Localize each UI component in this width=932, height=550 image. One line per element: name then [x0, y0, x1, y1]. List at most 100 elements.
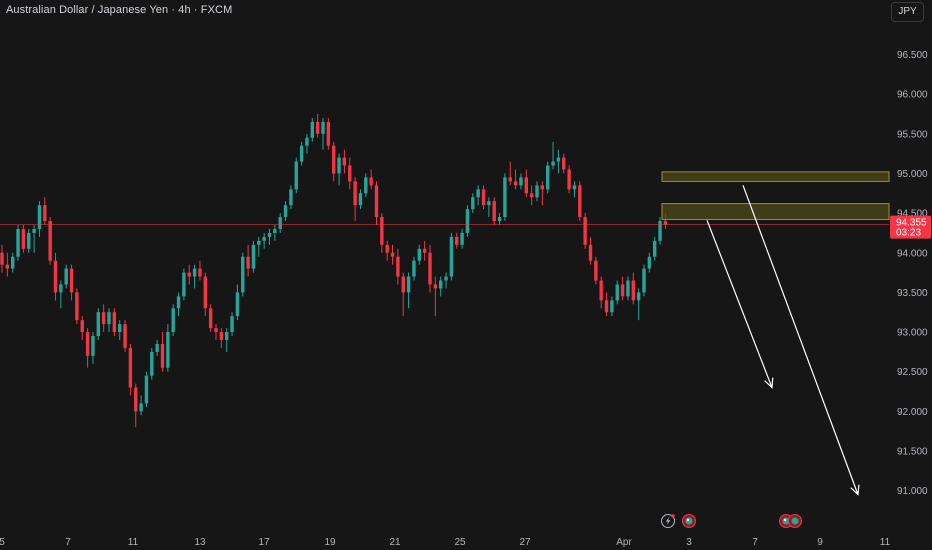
candle-body	[337, 157, 341, 174]
candle-body	[348, 165, 352, 182]
candle-body	[497, 217, 502, 222]
candle-body	[524, 177, 528, 194]
candle-body	[80, 320, 84, 333]
candle-body	[160, 343, 165, 368]
candle-body	[123, 324, 127, 348]
time-axis-label: 25	[454, 537, 466, 548]
candle-body	[487, 201, 491, 206]
time-axis-label: 19	[324, 537, 336, 548]
candle-body	[401, 276, 405, 293]
candle-body	[283, 205, 288, 218]
candle-body	[353, 181, 357, 206]
candle-body	[519, 177, 523, 186]
candle-body	[53, 260, 58, 293]
candle-body	[455, 236, 459, 245]
price-axis-label: 94.000	[897, 248, 928, 259]
candle-body	[406, 276, 411, 293]
time-axis-label: 11	[880, 537, 891, 548]
candle-body	[278, 217, 282, 229]
time-axis-label: 13	[194, 537, 206, 548]
candle-body	[96, 312, 100, 337]
candle-body	[144, 375, 149, 404]
supply-zone[interactable]	[661, 203, 890, 220]
price-axis-label: 96.000	[897, 90, 928, 101]
candle-body	[449, 236, 454, 277]
candle-body	[289, 189, 293, 206]
chart-title: Australian Dollar / Japanese Yen · 4h · …	[6, 4, 233, 16]
candle-body	[305, 137, 309, 146]
candle-body	[246, 256, 250, 269]
supply-zone[interactable]	[661, 171, 890, 182]
candle-body	[134, 387, 138, 412]
candle-body	[208, 308, 213, 329]
time-axis-label: 9	[817, 537, 823, 548]
candle-body	[107, 312, 111, 325]
candle-body	[620, 284, 625, 297]
candle-body	[21, 228, 26, 249]
candle-body	[155, 343, 159, 352]
time-axis-label: 27	[519, 537, 531, 548]
candle-body	[636, 292, 641, 301]
candle-body	[556, 157, 561, 162]
price-axis-label: 91.000	[897, 486, 928, 497]
candle-body	[428, 252, 432, 285]
time-axis-label: 21	[389, 537, 401, 548]
projection-arrow-line[interactable]	[706, 220, 773, 388]
candle-body	[192, 268, 197, 277]
price-axis-label: 93.000	[897, 328, 928, 339]
candle-body	[5, 264, 10, 269]
time-axis: 5 7 11 13 17 19 21 25 27 Apr 3 7 9 11	[0, 537, 891, 548]
price-axis-label: 94.500	[897, 209, 928, 220]
price-tag: 94.355 03:23	[890, 215, 931, 239]
candle-body	[396, 256, 400, 277]
time-axis-label: 7	[65, 537, 71, 548]
candle-body	[176, 296, 181, 309]
projection-arrow-line[interactable]	[742, 185, 859, 495]
candle-body	[562, 157, 566, 170]
candle-body	[118, 324, 122, 333]
candle-body	[385, 244, 389, 253]
price-axis-label: 93.500	[897, 288, 928, 299]
candle-body	[91, 336, 95, 356]
candle-body	[535, 185, 539, 198]
price-axis: 96.500 96.000 95.500 95.000 94.500 94.000 93.5…	[897, 50, 928, 497]
candle-body	[182, 272, 186, 297]
candle-body	[332, 145, 336, 174]
candle-body	[187, 272, 191, 277]
candle-body	[572, 185, 577, 190]
candle-body	[599, 280, 603, 301]
time-axis-label: Apr	[616, 537, 632, 548]
candle-body	[444, 276, 448, 281]
supply-zones	[661, 171, 890, 220]
candle-body	[551, 161, 555, 166]
candle-body	[540, 185, 545, 190]
candle-body	[653, 240, 657, 257]
candle-body	[150, 351, 154, 376]
candle-body	[48, 221, 52, 261]
projection-arrow-head	[850, 484, 860, 496]
candle-body	[374, 185, 379, 218]
currency-button[interactable]: JPY	[891, 2, 924, 22]
lightning-icon[interactable]	[661, 514, 675, 528]
candle-body	[85, 332, 90, 356]
candle-body	[610, 300, 614, 313]
candle-body	[508, 177, 512, 182]
time-axis-label: 17	[258, 537, 270, 548]
candle-body	[69, 268, 74, 293]
candles-layer	[0, 113, 668, 428]
candle-body	[214, 328, 218, 333]
candle-body	[37, 205, 42, 229]
candle-body	[198, 268, 202, 277]
price-axis-label: 91.500	[897, 447, 928, 458]
economic-event-icon[interactable]	[682, 514, 696, 528]
candle-body	[471, 197, 475, 210]
candle-body	[417, 248, 421, 261]
candle-body	[364, 177, 368, 194]
candle-body	[663, 221, 668, 225]
time-axis-label: 7	[752, 537, 758, 548]
candle-body	[225, 332, 229, 340]
candle-body	[546, 165, 550, 190]
candle-body	[615, 284, 619, 301]
economic-event-icon[interactable]	[788, 514, 802, 528]
